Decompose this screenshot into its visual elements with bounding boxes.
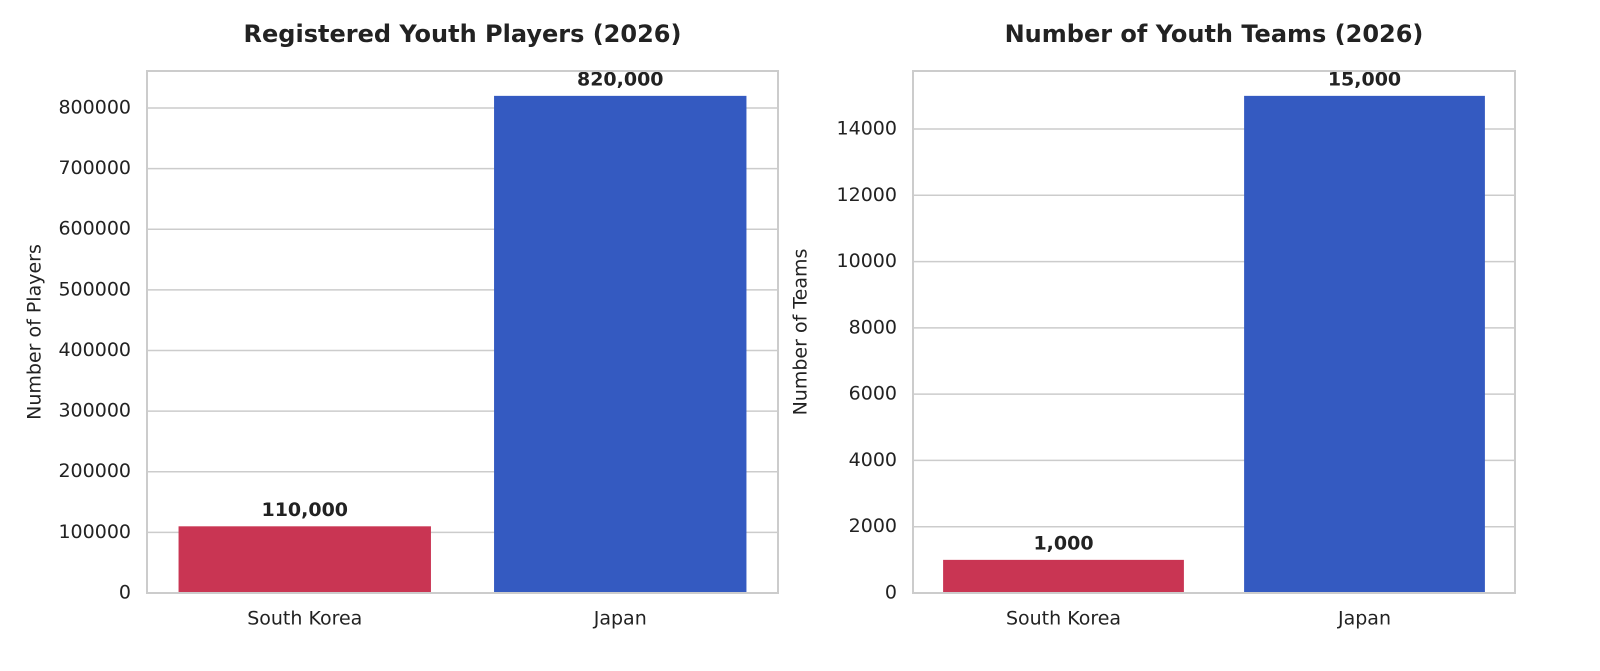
- plot-frame: [912, 70, 1516, 594]
- x-tick-label: South Korea: [1006, 608, 1121, 630]
- y-tick-label: 12000: [837, 184, 897, 206]
- plot-frame: [146, 70, 779, 594]
- bar: [943, 559, 1184, 593]
- value-label: 820,000: [577, 68, 664, 90]
- x-tick-label: Japan: [593, 608, 647, 630]
- x-tick-label: South Korea: [247, 608, 362, 630]
- y-tick-label: 700000: [58, 157, 131, 179]
- y-tick-label: 100000: [58, 521, 131, 543]
- y-tick-label: 8000: [849, 316, 897, 338]
- bar: [178, 526, 431, 593]
- y-tick-label: 600000: [58, 218, 131, 240]
- y-tick-label: 2000: [849, 515, 897, 537]
- y-tick-label: 300000: [58, 400, 131, 422]
- chart-title: Registered Youth Players (2026): [244, 20, 682, 48]
- y-axis-label: Number of Players: [24, 244, 46, 420]
- bar: [494, 95, 747, 593]
- y-tick-label: 400000: [58, 339, 131, 361]
- y-tick-label: 6000: [849, 383, 897, 405]
- y-axis-label: Number of Teams: [790, 249, 812, 416]
- y-tick-label: 200000: [58, 460, 131, 482]
- bar: [1244, 95, 1485, 593]
- y-tick-label: 500000: [58, 278, 131, 300]
- y-tick-label: 4000: [849, 449, 897, 471]
- value-label: 110,000: [261, 499, 348, 521]
- y-tick-label: 0: [119, 582, 131, 604]
- y-tick-label: 10000: [837, 250, 897, 272]
- value-label: 1,000: [1033, 532, 1093, 554]
- y-tick-label: 0: [885, 582, 897, 604]
- value-label: 15,000: [1328, 68, 1401, 90]
- y-tick-label: 800000: [58, 96, 131, 118]
- y-tick-label: 14000: [837, 118, 897, 140]
- chart-title: Number of Youth Teams (2026): [1005, 20, 1424, 48]
- x-tick-label: Japan: [1337, 608, 1391, 630]
